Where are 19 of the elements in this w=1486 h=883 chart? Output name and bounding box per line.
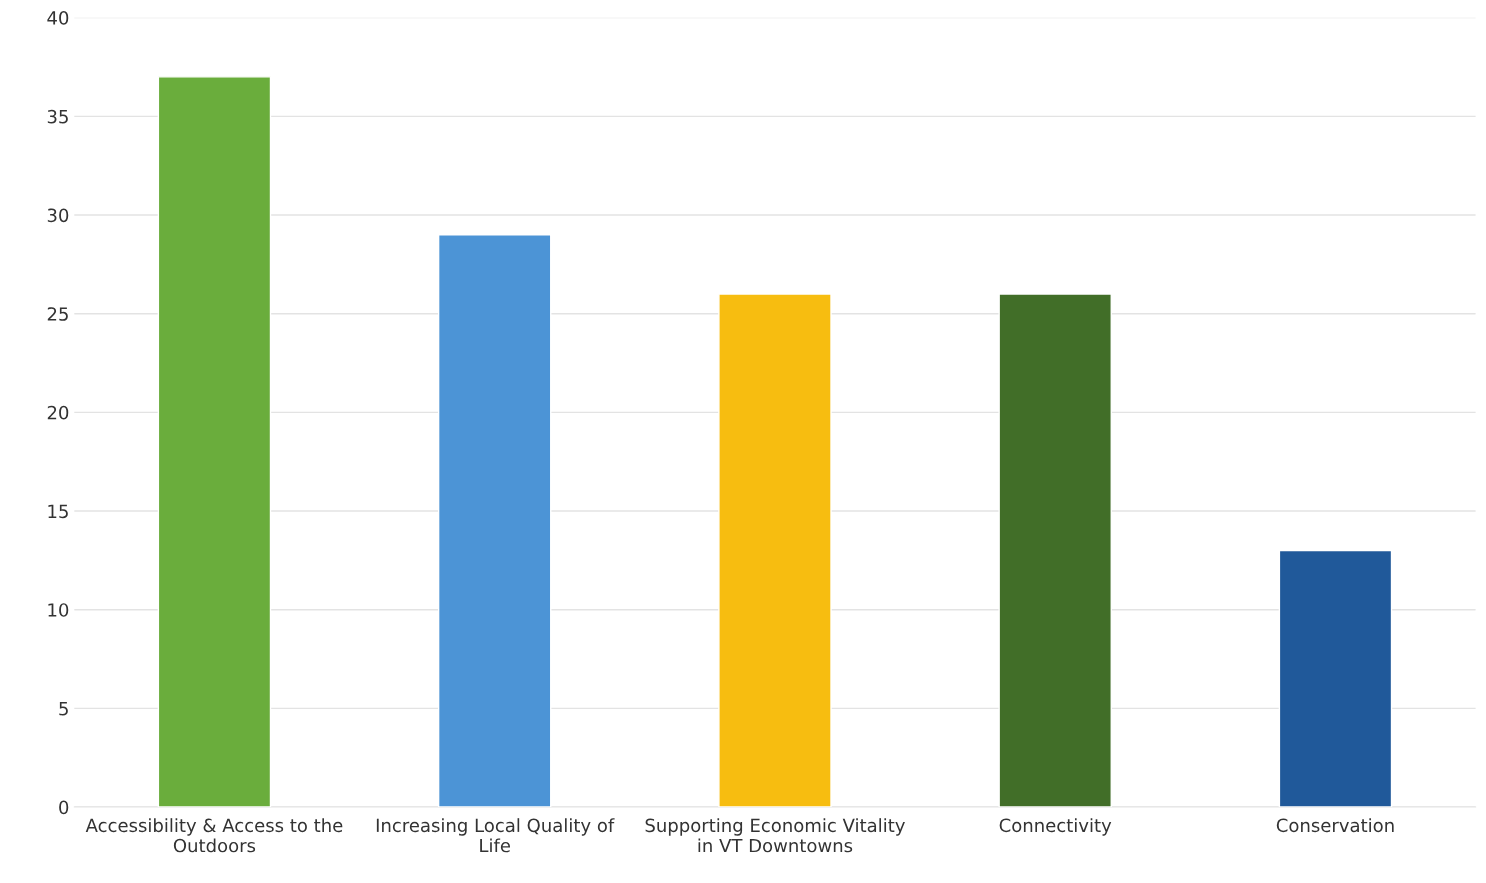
y-tick-label: 40 — [47, 11, 69, 25]
bar — [718, 293, 832, 808]
y-tick-label: 10 — [48, 603, 69, 617]
y-tick-label: 35 — [47, 109, 68, 124]
x-tick-label: Increasing Local Quality of Life — [376, 818, 615, 853]
y-tick-label: 25 — [47, 307, 68, 321]
bar — [998, 293, 1112, 808]
x-tick-label: Supporting Economic Vitality in VT Downtowns — [645, 818, 905, 853]
x-tick-label: Accessibility & Access to the Outdoors — [85, 818, 343, 853]
bar — [1278, 549, 1393, 808]
x-tick-label: Conservation — [1276, 818, 1394, 833]
bar — [437, 234, 552, 808]
y-tick-label: 15 — [48, 504, 68, 519]
y-tick-label: 5 — [59, 702, 68, 716]
bar — [157, 76, 272, 808]
y-tick-label: 20 — [47, 405, 69, 420]
y-tick-label: 30 — [47, 208, 69, 223]
y-tick-label: 0 — [59, 800, 69, 815]
x-tick-label: Connectivity — [999, 818, 1112, 836]
